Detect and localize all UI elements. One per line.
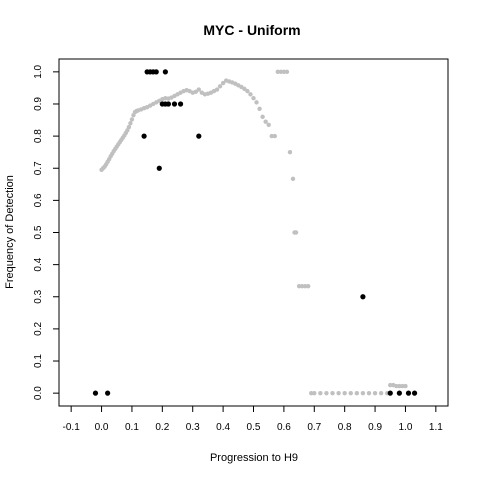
grey-point (254, 100, 259, 105)
grey-point (354, 390, 360, 396)
x-tick-label: 0.3 (186, 422, 200, 433)
x-tick-label: 0.6 (277, 422, 291, 433)
x-tick-label: 1.1 (429, 422, 443, 433)
y-axis: 0.0 0.1 0.2 0.3 0.4 0.5 0.6 0.7 0.8 0.9 1.0 (33, 64, 59, 400)
y-tick-label: 1.0 (33, 64, 44, 78)
x-tick-label: 1.0 (399, 422, 413, 433)
grey-point (260, 114, 265, 120)
grey-point (220, 80, 226, 86)
grey-point (299, 283, 305, 289)
grey-point (214, 87, 220, 92)
grey-point (281, 69, 287, 75)
grey-point (266, 122, 271, 128)
grey-point (193, 89, 198, 94)
grey-point (296, 283, 302, 289)
grey-point (293, 230, 299, 235)
grey-point (290, 176, 296, 182)
x-tick-label: 0.9 (368, 422, 382, 433)
grey-point (272, 133, 277, 139)
x-tick-label: 0.8 (338, 422, 352, 433)
grey-point (324, 390, 329, 396)
y-axis-label: Frequency of Detection (4, 175, 16, 289)
y-tick-label: 0.8 (33, 129, 44, 143)
black-point (360, 294, 366, 300)
grey-point (360, 390, 366, 396)
y-tick-label: 0.7 (33, 161, 44, 175)
x-tick-label: 0.0 (95, 422, 109, 433)
plot-frame (58, 58, 449, 407)
black-series (92, 69, 418, 396)
grey-point (278, 69, 284, 75)
x-tick-label: 0.1 (125, 422, 139, 433)
chart-title: MYC - Uniform (203, 22, 300, 38)
grey-point (245, 88, 250, 94)
x-axis-label: Progression to H9 (210, 452, 298, 464)
y-tick-label: 0.9 (33, 97, 44, 111)
grey-point (342, 390, 347, 396)
black-point (165, 101, 172, 107)
x-tick-label: 0.7 (307, 422, 321, 433)
grey-point (129, 117, 135, 122)
grey-point (372, 390, 378, 396)
x-tick-label: -0.1 (63, 422, 81, 433)
grey-point (217, 84, 223, 89)
grey-point (388, 382, 393, 388)
grey-point (378, 390, 384, 396)
y-tick-label: 0.1 (33, 354, 44, 368)
y-tick-label: 0.5 (33, 225, 44, 239)
grey-point (302, 283, 308, 289)
grey-point (196, 87, 201, 92)
grey-point (348, 390, 353, 396)
grey-point (275, 69, 281, 75)
x-tick-label: 0.4 (216, 422, 230, 433)
grey-point (309, 390, 314, 396)
y-tick-label: 0.3 (33, 289, 44, 303)
grey-series (99, 69, 408, 396)
black-point (162, 69, 168, 75)
black-point (411, 390, 418, 396)
grey-point (257, 106, 262, 112)
grey-point (269, 133, 274, 139)
x-axis: -0.1 0.0 0.1 0.2 0.3 0.4 0.5 0.6 0.7 0.8 0.9 1.0 1.1 (63, 406, 443, 433)
y-tick-label: 0.4 (33, 257, 44, 271)
grey-point (242, 86, 247, 92)
grey-point (336, 390, 341, 396)
black-point (396, 390, 402, 396)
grey-point (263, 119, 268, 124)
black-point (153, 69, 159, 75)
x-tick-label: 0.5 (247, 422, 261, 433)
black-point (92, 390, 99, 396)
black-point (196, 133, 202, 139)
y-tick-label: 0.6 (33, 193, 44, 207)
black-point (387, 390, 393, 396)
grey-point (330, 390, 335, 396)
grey-point (306, 283, 311, 289)
grey-point (287, 149, 293, 155)
black-point (177, 101, 184, 107)
grey-point (366, 390, 372, 396)
black-point (141, 133, 147, 139)
black-point (171, 101, 178, 107)
grey-point (248, 92, 253, 97)
grey-point (400, 383, 405, 389)
black-point (405, 390, 412, 396)
grey-point (403, 383, 408, 389)
grey-point (128, 121, 133, 126)
grey-point (397, 383, 402, 389)
grey-point (394, 383, 399, 389)
black-point (105, 390, 111, 396)
grey-point (251, 95, 256, 101)
x-tick-label: 0.2 (155, 422, 169, 433)
grey-point (284, 69, 290, 75)
grey-point (318, 390, 323, 396)
y-tick-label: 0.2 (33, 322, 44, 336)
black-point (156, 165, 162, 171)
grey-point (312, 390, 317, 396)
grey-point (126, 124, 132, 130)
y-tick-label: 0.0 (33, 386, 44, 400)
